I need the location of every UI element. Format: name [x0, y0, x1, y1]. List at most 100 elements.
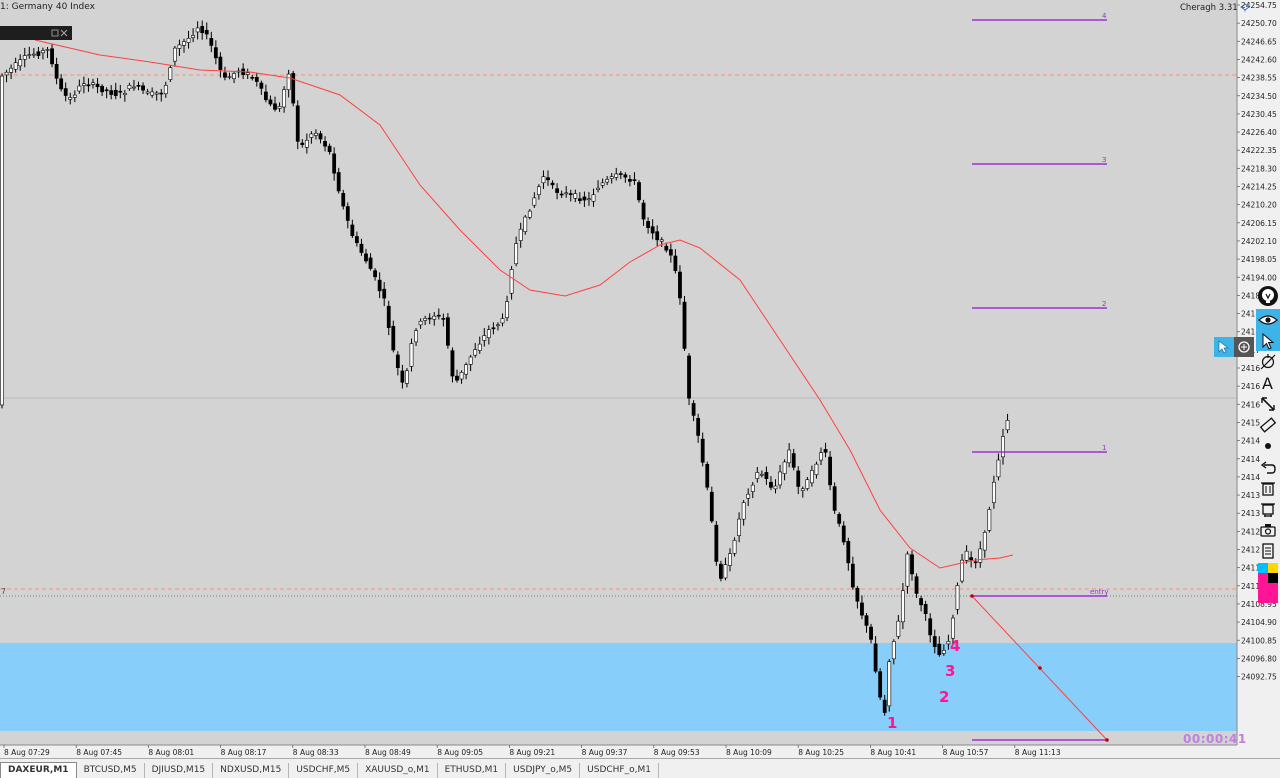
- symbol-tab[interactable]: BTCUSD,M5: [77, 763, 145, 778]
- candle-countdown: 00:00:41: [1183, 732, 1247, 746]
- candle-body: [841, 525, 846, 543]
- symbol-tab[interactable]: USDJPY_o,M5: [506, 763, 581, 778]
- cursor-icon[interactable]: [1256, 330, 1280, 351]
- left-level-label: 7: [1, 587, 6, 596]
- candle-body: [759, 473, 764, 476]
- price-axis-label: 24246.65: [1241, 37, 1277, 46]
- text-icon[interactable]: A: [1256, 372, 1280, 393]
- candle-body: [787, 449, 792, 464]
- trash-all-icon[interactable]: [1256, 498, 1280, 519]
- symbol-tab[interactable]: USDCHF_o,M1: [580, 763, 659, 778]
- one-click-panel[interactable]: [0, 26, 72, 40]
- candle-body: [254, 76, 259, 82]
- candle-body: [960, 559, 964, 582]
- candle-body: [832, 486, 837, 511]
- projection-midpoint[interactable]: [1038, 666, 1042, 670]
- candle-body: [418, 320, 423, 326]
- candle-body: [100, 85, 105, 93]
- candle-body: [664, 245, 669, 251]
- candle-body: [837, 514, 842, 524]
- candle-body: [459, 372, 464, 380]
- demand-zone[interactable]: [0, 643, 1237, 731]
- candle-body: [163, 84, 168, 95]
- floating-tools: [1214, 337, 1254, 357]
- undo-icon[interactable]: [1256, 456, 1280, 477]
- eye-icon[interactable]: [1256, 309, 1280, 330]
- candle-body: [36, 51, 41, 56]
- candle-body: [878, 671, 883, 698]
- crosshair-icon[interactable]: [1256, 351, 1280, 372]
- cap-icon[interactable]: [1240, 3, 1251, 12]
- ruler-icon[interactable]: [1256, 414, 1280, 435]
- trendline-icon[interactable]: [1256, 393, 1280, 414]
- price-axis-label: 2416: [1241, 382, 1260, 391]
- candle-body: [532, 197, 537, 206]
- candle-body: [132, 86, 136, 89]
- candle-body: [796, 470, 801, 487]
- target-level-label: 2: [1102, 300, 1106, 308]
- price-axis-label: 24254.75: [1241, 1, 1277, 10]
- color-palette-icon[interactable]: [1256, 561, 1280, 605]
- candle-body: [559, 193, 564, 196]
- screenshot-icon[interactable]: [1256, 519, 1280, 540]
- time-axis-label: 8 Aug 11:13: [1015, 748, 1061, 757]
- time-axis-labels: 8 Aug 07:29 8 Aug 07:45 8 Aug 08:01 8 Aug 0…: [3, 745, 1061, 757]
- candle-body: [286, 73, 291, 91]
- panel-controls-icon[interactable]: [0, 27, 72, 41]
- symbol-tab[interactable]: XAUUSD_o,M1: [358, 763, 438, 778]
- candle-body: [432, 315, 437, 320]
- price-axis-labels: 24254.75 24250.70 24246.65 24242.60 24238.55…: [1237, 1, 1277, 682]
- candle-body: [204, 29, 209, 35]
- candle-body: [150, 91, 155, 96]
- candle-body: [314, 132, 318, 136]
- price-axis-panel[interactable]: [1237, 0, 1280, 758]
- candle-body: [482, 335, 487, 341]
- candle-body: [714, 524, 719, 562]
- symbol-tab[interactable]: NDXUSD,M15: [213, 763, 290, 778]
- target-level-label: 3: [1102, 156, 1106, 164]
- arrow-icon[interactable]: [1214, 337, 1234, 357]
- price-axis-label: 2418: [1241, 310, 1260, 319]
- candle-body: [673, 255, 678, 271]
- candle-body: [687, 355, 691, 399]
- symbol-tab[interactable]: DJIUSD,M15: [145, 763, 214, 778]
- projection-start[interactable]: [970, 594, 974, 598]
- time-axis-label: 8 Aug 10:25: [798, 748, 844, 757]
- projection-end[interactable]: [1105, 738, 1109, 742]
- chart-background: [0, 0, 1237, 745]
- moving-average-line[interactable]: [34, 39, 1014, 569]
- notes-icon[interactable]: [1256, 540, 1280, 561]
- target-levels: 4 3 2 1 entry: [972, 12, 1109, 741]
- candle-body: [769, 481, 773, 488]
- time-axis-label: 8 Aug 07:45: [76, 748, 122, 757]
- trash-icon[interactable]: [1256, 477, 1280, 498]
- dot-icon[interactable]: [1256, 435, 1280, 456]
- price-axis-label: 24092.75: [1241, 673, 1277, 682]
- indicator-label: Cheragh 3.31: [1180, 3, 1251, 13]
- candle-body: [705, 463, 710, 488]
- candle-body: [191, 35, 196, 38]
- candle-body: [646, 221, 651, 228]
- candle-body: [127, 84, 132, 90]
- symbol-tab[interactable]: ETHUSD,M1: [438, 763, 507, 778]
- candle-body: [955, 585, 960, 610]
- candle-body: [805, 479, 810, 489]
- candle-body: [723, 564, 728, 579]
- candle-body: [541, 176, 546, 184]
- candle-body: [741, 502, 746, 520]
- candle-body: [914, 576, 919, 594]
- time-axis-panel[interactable]: [0, 745, 1237, 758]
- candle-body: [4, 71, 9, 76]
- candle-body: [496, 324, 500, 327]
- crosshair-icon[interactable]: [1234, 337, 1254, 357]
- candle-body: [22, 55, 27, 60]
- candle-body: [218, 56, 223, 70]
- candle-body: [637, 182, 641, 201]
- candle-body: [41, 50, 45, 54]
- symbol-tab[interactable]: DAXEUR,M1: [0, 762, 77, 778]
- lightbulb-icon[interactable]: [1256, 283, 1280, 309]
- symbol-tab[interactable]: USDCHF,M5: [289, 763, 359, 778]
- time-axis-label: 8 Aug 08:01: [148, 748, 194, 757]
- candle-body: [623, 174, 628, 178]
